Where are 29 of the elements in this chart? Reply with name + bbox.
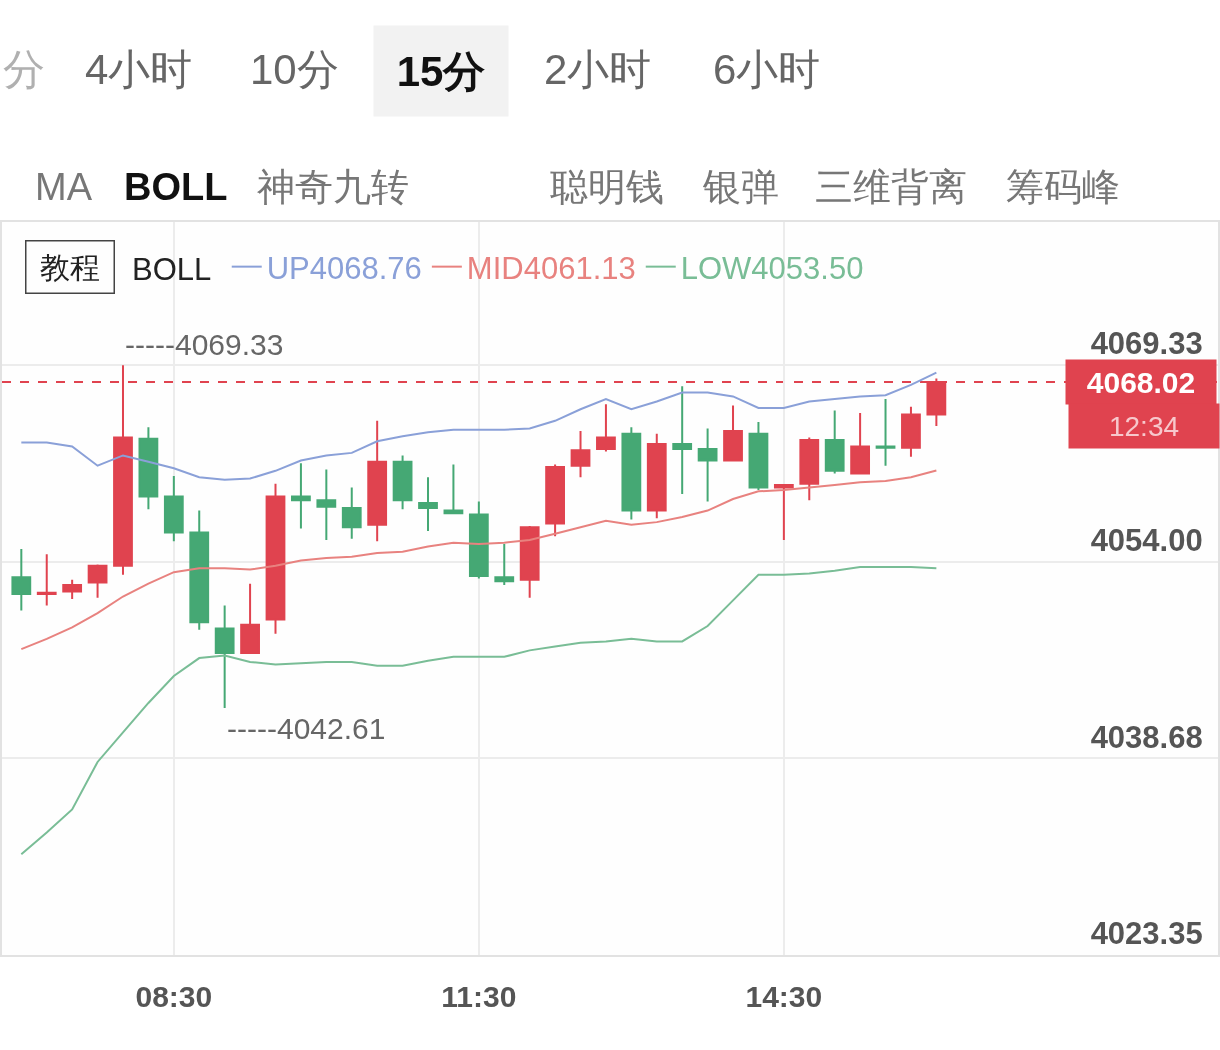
annotation: 教程 [40, 250, 100, 284]
annotation: -----4069.33 [125, 328, 284, 361]
text: MA [35, 166, 93, 208]
text: 15分 [396, 47, 486, 95]
y-tick-label: 4069.33 [1090, 326, 1203, 362]
legend-label: UP4068.76 [266, 250, 422, 286]
text: 4小时 [85, 46, 193, 93]
y-tick-label: 4038.68 [1090, 719, 1203, 755]
text: 6小时 [713, 46, 821, 93]
legend-title: BOLL [132, 252, 219, 288]
x-tick-label: 11:30 [441, 979, 517, 1013]
text: 三维背离 [815, 166, 967, 208]
legend-label: LOW4053.50 [680, 250, 864, 286]
text: 分 [3, 46, 45, 93]
legend-label: MID4061.13 [466, 250, 636, 286]
annotation: -----4042.61 [227, 712, 386, 745]
annotation: 12:34 [1108, 410, 1180, 442]
ref-line-label: 4068.02 [1086, 365, 1196, 399]
text: 筹码峰 [1006, 166, 1120, 208]
text: 银弹 [702, 166, 779, 208]
text: 10分 [250, 46, 339, 93]
x-tick-label: 08:30 [135, 979, 213, 1013]
x-tick-label: 14:30 [745, 979, 823, 1013]
text: 神奇九转 [257, 166, 409, 208]
text: BOLL [124, 166, 228, 208]
text: 2小时 [544, 46, 652, 93]
y-tick-label: 4054.00 [1090, 523, 1203, 559]
text: 聪明钱 [550, 166, 664, 208]
y-tick-label: 4023.35 [1090, 916, 1203, 952]
